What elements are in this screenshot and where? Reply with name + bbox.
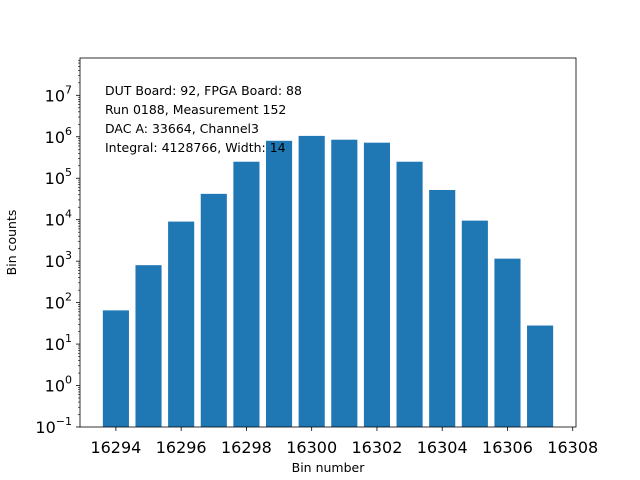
annotation-line: DAC A: 33664, Channel3 [105, 121, 259, 136]
bar-16295 [135, 265, 162, 427]
x-tick-label: 16298 [221, 438, 272, 457]
bar-16296 [168, 221, 195, 427]
x-axis-label: Bin number [292, 460, 366, 475]
y-tick-label: 100 [45, 374, 72, 396]
bar-16300 [298, 135, 325, 427]
x-tick-label: 16294 [90, 438, 141, 457]
x-tick-label: 16308 [547, 438, 598, 457]
bar-16294 [102, 310, 129, 427]
bar-16298 [233, 161, 260, 427]
y-tick-label: 104 [45, 208, 72, 230]
y-tick-label: 107 [45, 83, 72, 105]
bar-16305 [461, 220, 488, 427]
x-tick-label: 16304 [417, 438, 468, 457]
bar-16307 [527, 325, 554, 427]
bar-16302 [363, 142, 390, 427]
y-tick-label: 101 [45, 332, 72, 354]
bar-16301 [331, 139, 358, 428]
y-tick-label: 106 [45, 125, 72, 147]
plot-frame [79, 57, 577, 428]
bars-group [102, 135, 554, 428]
annotation-line: DUT Board: 92, FPGA Board: 88 [105, 83, 302, 98]
x-tick-label: 16302 [351, 438, 402, 457]
y-axis-label: Bin counts [4, 210, 19, 276]
x-tick-label: 16300 [286, 438, 337, 457]
y-ticks: 10−1 100 101 102 103 104 105 106 107 [35, 83, 80, 437]
y-tick-label: 102 [45, 291, 72, 313]
bar-16306 [494, 258, 521, 427]
annotation-block: DUT Board: 92, FPGA Board: 88 Run 0188, M… [105, 83, 302, 155]
annotation-line: Run 0188, Measurement 152 [105, 102, 286, 117]
x-tick-label: 16306 [482, 438, 533, 457]
x-ticks: 16294 16296 16298 16300 16302 16304 16306 16308 [90, 427, 598, 457]
y-tick-label: 105 [45, 166, 72, 188]
x-tick-label: 16296 [156, 438, 207, 457]
bar-16297 [200, 193, 227, 427]
y-tick-label: 103 [45, 249, 72, 271]
annotation-line: Integral: 4128766, Width: 14 [105, 140, 286, 155]
bar-16303 [396, 161, 423, 427]
bar-16304 [429, 190, 456, 427]
y-tick-label: 10−1 [35, 415, 72, 437]
bar-16299 [266, 140, 293, 428]
